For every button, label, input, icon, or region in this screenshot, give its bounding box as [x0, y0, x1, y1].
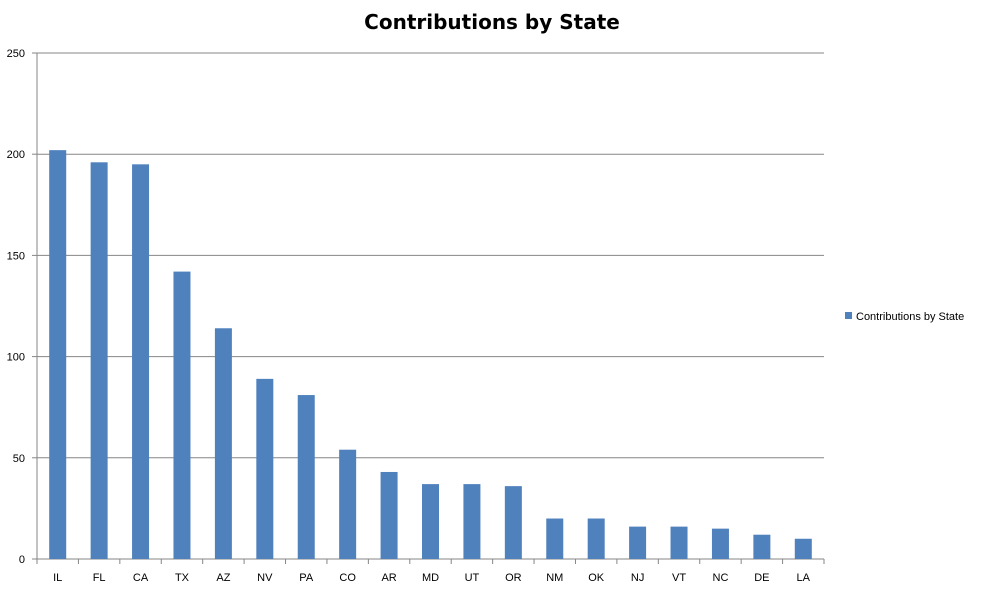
bar-fl [90, 162, 108, 559]
x-tick-label: UT [465, 572, 480, 584]
bar-nv [256, 378, 274, 559]
chart-title: Contributions by State [364, 10, 620, 34]
y-tick-label: 150 [7, 250, 25, 262]
x-tick-label: AZ [216, 572, 230, 584]
x-tick-label: OK [588, 572, 605, 584]
bars [49, 150, 812, 560]
y-tick-label: 250 [7, 48, 25, 60]
x-tick-label: PA [299, 572, 314, 584]
x-tick-label: OR [505, 572, 522, 584]
x-axis-tick-labels: IL FL CA TX AZ NV PA CO AR MD UT OR NM OK NJ VT NC DE LA [53, 572, 811, 584]
bar-az [214, 328, 232, 559]
bar-vt [670, 526, 688, 559]
x-tick-label: CO [339, 572, 356, 584]
y-axis-tick-labels: 0 50 100 150 200 250 [7, 48, 25, 566]
bar-nm [546, 518, 564, 559]
bar-nj [629, 526, 647, 559]
legend-swatch [845, 312, 852, 319]
x-tick-label: LA [797, 572, 811, 584]
bar-de [753, 534, 771, 559]
y-tick-label: 100 [7, 352, 25, 364]
bar-ok [587, 518, 605, 559]
gridlines [37, 52, 824, 459]
x-tick-label: MD [422, 572, 439, 584]
bar-or [504, 486, 522, 559]
bar-il [49, 150, 67, 560]
bar-ar [380, 471, 398, 559]
x-tick-label: NM [546, 572, 563, 584]
x-tick-label: CA [133, 572, 149, 584]
x-tick-label: NV [257, 572, 273, 584]
x-tick-label: NC [713, 572, 729, 584]
bar-nc [711, 528, 729, 559]
y-tick-label: 50 [13, 453, 25, 465]
y-tick-label: 200 [7, 149, 25, 161]
y-tick-label: 0 [19, 554, 25, 566]
bar-la [794, 538, 812, 559]
x-tick-label: AR [381, 572, 396, 584]
legend: Contributions by State [845, 311, 964, 323]
x-tick-label: IL [53, 572, 62, 584]
bar-ut [463, 484, 481, 559]
x-tick-label: NJ [631, 572, 644, 584]
x-tick-label: DE [754, 572, 769, 584]
bar-co [339, 449, 357, 559]
bar-tx [173, 271, 191, 559]
x-tick-label: FL [93, 572, 106, 584]
x-tick-label: VT [672, 572, 686, 584]
x-tick-label: TX [175, 572, 190, 584]
legend-label: Contributions by State [856, 311, 964, 323]
bar-md [422, 484, 439, 559]
bar-pa [297, 395, 315, 559]
bar-ca [132, 164, 150, 559]
